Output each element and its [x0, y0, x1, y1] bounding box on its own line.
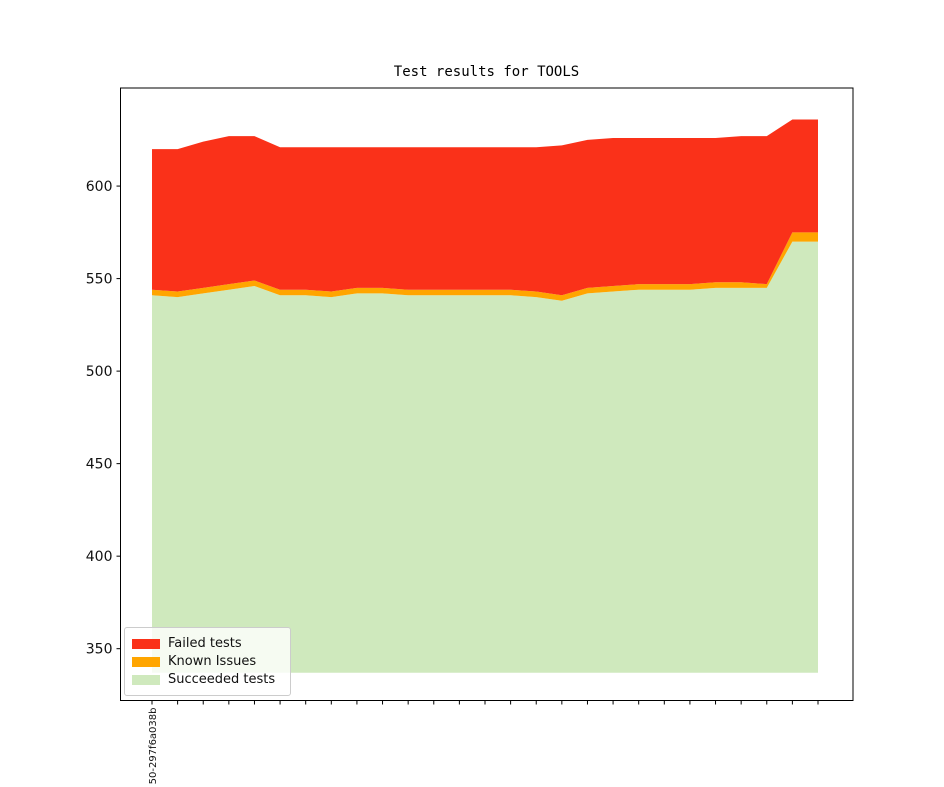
legend-entry-failed-tests: Failed tests [132, 636, 282, 651]
legend: Failed tests Known Issues Succeeded test… [124, 627, 291, 696]
y-tick-label: 350 [86, 642, 113, 658]
legend-swatch-succeeded-tests-icon [132, 674, 160, 685]
y-tick-label: 450 [86, 457, 113, 473]
legend-entry-succeeded-tests: Succeeded tests [132, 672, 282, 687]
stacked-areas [152, 119, 818, 673]
legend-label-failed-tests: Failed tests [168, 636, 242, 651]
x-axis-ticks: 50-297f6a038b [148, 700, 819, 785]
axes-frame [120, 87, 854, 701]
x-tick-label: 50-297f6a038b [148, 708, 159, 785]
y-tick-label: 550 [86, 272, 113, 288]
y-tick-label: 500 [86, 364, 113, 380]
y-tick-label: 400 [86, 549, 113, 565]
legend-swatch-failed-tests-icon [132, 638, 160, 649]
y-tick-label: 600 [86, 179, 113, 195]
legend-entry-known-issues: Known Issues [132, 654, 282, 669]
area-succeeded-tests [152, 241, 818, 673]
legend-label-succeeded-tests: Succeeded tests [168, 672, 276, 687]
y-axis-ticks: 350 400 450 500 550 600 [86, 179, 121, 658]
legend-label-known-issues: Known Issues [168, 654, 257, 669]
chart-title: Test results for TOOLS [393, 64, 580, 80]
area-failed-tests [152, 119, 818, 296]
legend-swatch-known-issues-icon [132, 656, 160, 667]
